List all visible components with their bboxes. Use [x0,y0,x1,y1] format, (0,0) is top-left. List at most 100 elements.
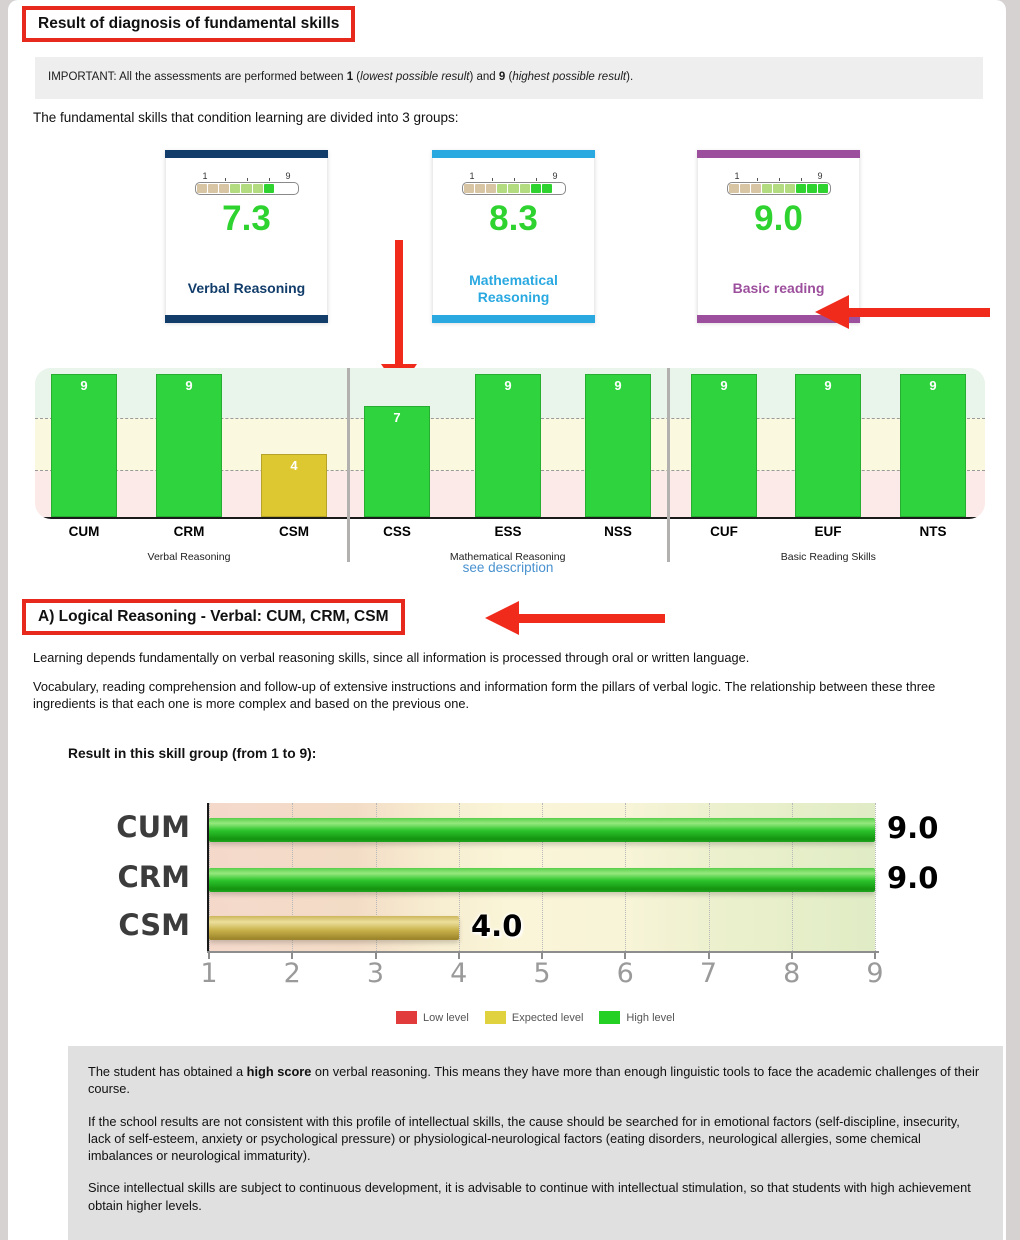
group-label: Verbal Reasoning [147,551,231,563]
interpretation-paragraph: The student has obtained a high score on… [88,1063,983,1098]
y-axis-label: CUM [116,810,190,844]
gauge-segment [728,184,739,193]
bar-value-label: 9 [929,378,937,393]
gauge-segment [474,184,485,193]
y-axis-label: CRM [117,860,190,894]
hbar-CUM [209,818,875,842]
bar-CSM: 4 [261,454,327,517]
banner-text: ) and [469,71,499,83]
score-value: 8.3 [489,199,538,238]
bar-category-label: NTS [919,524,947,539]
x-axis-label: 3 [366,958,385,989]
skill-group-heading: Result in this skill group (from 1 to 9)… [68,746,317,761]
x-axis-label: 8 [783,958,801,989]
gauge-segment [773,184,784,193]
bar-CUM: 9 [51,374,117,517]
bar-category-label: CSS [383,524,411,539]
bar-category-label: CUM [68,524,100,539]
gauge-segment [263,184,275,193]
bar-CUF: 9 [691,374,757,517]
gauge-segment [784,184,795,193]
gauge-segment [530,184,542,193]
red-arrow-down-shaft [395,240,403,366]
bar-value-label: 9 [720,378,728,393]
red-arrow-section-shaft [518,614,665,623]
gauge-max-label: 9 [817,171,823,181]
card-title: Mathematical Reasoning [469,271,558,306]
bar-NTS: 9 [900,374,966,517]
bar-value-label: 9 [614,378,622,393]
legend-swatch [599,1011,621,1024]
bar-category-label: CSM [279,524,309,539]
overview-plot-area: 9 9 4 7 9 9 9 9 9 [35,368,985,519]
interpretation-paragraph: Since intellectual skills are subject to… [88,1180,971,1213]
card-accent-top [165,150,328,158]
gauge-tick [268,178,270,181]
interpretation-text: The student has obtained a [88,1064,247,1079]
axis-tick [707,951,710,959]
card-accent-bottom [432,315,595,323]
gauge-tick [800,178,802,181]
card-title: Basic reading [732,280,825,297]
gauge-tick [491,178,493,181]
score-gauge: 1 9 [726,171,831,195]
gauge-tick [513,178,515,181]
bar-category-label: CUF [710,524,738,539]
red-arrow-card-shaft [848,308,990,317]
score-gauge: 1 9 [461,171,566,195]
high-score-highlight: high score [246,1064,312,1079]
group-chart-x-axis [207,951,879,953]
gauge-scale: 1 9 [195,171,299,182]
bar-CRM: 9 [156,374,222,517]
bar-category-label: EUF [814,524,842,539]
gauge-segments [461,182,566,195]
card-accent-top [697,150,860,158]
card-verbal-reasoning: 1 9 7.3 Verbal Reasoning [165,150,328,323]
bar-category-label: ESS [494,524,522,539]
chart-legend: Low level Expected level High level [396,1011,675,1024]
gauge-min-label: 1 [734,171,740,181]
group-divider [347,368,350,562]
hbar-value-label: 9.0 [887,811,939,845]
gauge-segment [218,184,230,193]
legend-swatch [396,1011,417,1024]
axis-tick [790,951,793,959]
banner-min-desc: lowest possible result [360,71,470,83]
banner-max: 9 [498,71,506,83]
x-axis-label: 9 [866,958,884,989]
gauge-tick [535,178,537,181]
legend-label: Low level [423,1011,469,1024]
x-axis-label: 2 [283,958,301,989]
section-a-title: A) Logical Reasoning - Verbal: CUM, CRM,… [22,599,405,635]
score-value: 7.3 [222,199,271,238]
gauge-segment [286,184,297,193]
gauge-segment [818,184,829,193]
card-mathematical-reasoning: 1 9 8.3 Mathematical Reasoning [432,150,595,323]
x-axis-label: 7 [699,958,718,989]
overview-bar-chart: 9 9 4 7 9 9 9 9 9 CUM CRM CSM CSS ESS NSS CUF EUF NTS Ver… [35,368,985,580]
banner-min: 1 [346,71,354,83]
gauge-segment [196,184,207,193]
legend-label: High level [626,1011,675,1024]
banner-text: ). [626,71,634,83]
card-basic-reading: 1 9 9.0 Basic reading [697,150,860,323]
axis-tick [291,951,294,959]
axis-tick [541,951,543,959]
group-chart-y-axis [207,803,209,953]
gauge-segment [762,184,773,193]
gauge-segment [207,184,218,193]
gauge-min-label: 1 [469,171,475,181]
gauge-segment [252,184,263,193]
gauge-segment [497,184,508,193]
bar-category-label: NSS [604,524,632,539]
gridline [875,803,876,951]
card-accent-bottom [165,315,328,323]
interpretation-box: The student has obtained a high score on… [68,1046,1003,1240]
bar-value-label: 7 [393,410,401,425]
bar-ESS: 9 [475,374,541,517]
see-description-link[interactable]: see description [462,560,554,575]
group-label: Mathematical Reasoning [449,551,566,563]
gauge-segment [485,184,497,193]
gauge-segment [230,184,241,193]
interpretation-text: on verbal reasoning. This means they hav… [88,1064,980,1097]
